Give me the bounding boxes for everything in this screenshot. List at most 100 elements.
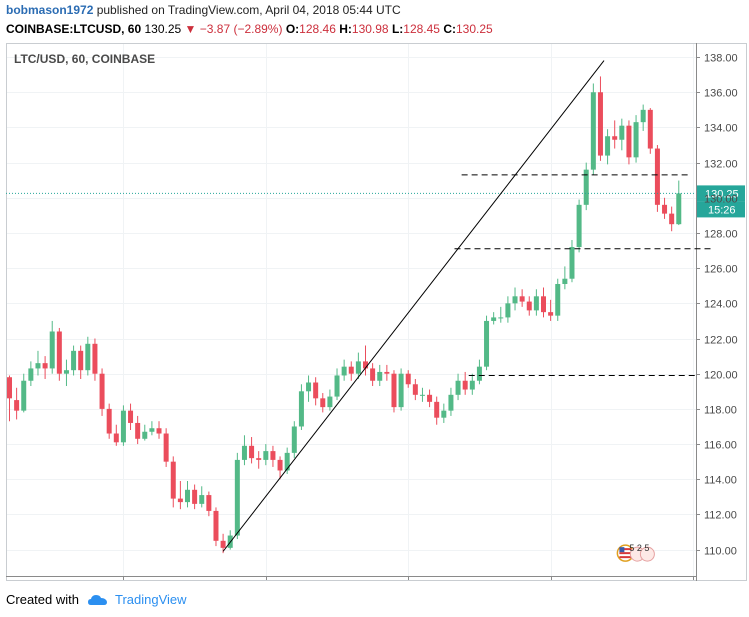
y-tick-label: 116.00 xyxy=(704,440,737,452)
candle-body xyxy=(28,368,34,381)
candle-body xyxy=(669,213,675,225)
candle-body xyxy=(562,278,568,284)
candle-body xyxy=(583,169,589,205)
y-tick-label: 114.00 xyxy=(704,475,737,487)
candle-body xyxy=(455,380,461,395)
candle-body xyxy=(92,343,98,374)
candle-body xyxy=(170,461,176,499)
price-label: 130.25 xyxy=(705,188,739,200)
candle-body xyxy=(640,109,646,123)
candle-body xyxy=(519,296,525,302)
candle-body xyxy=(206,495,212,511)
candle-body xyxy=(21,380,27,411)
candle-body xyxy=(469,380,475,390)
candle-body xyxy=(120,410,126,443)
y-tick-label: 120.00 xyxy=(704,370,738,382)
candle-body xyxy=(676,193,682,225)
candlestick-chart[interactable]: 130.25 15:26 5 2 5 110.00 112.00 114.00 116.0… xyxy=(6,43,747,592)
candle-body xyxy=(291,426,297,453)
candle-body xyxy=(498,317,504,319)
candle-body xyxy=(71,350,77,371)
symbol-label: COINBASE:LTCUSD, 60 xyxy=(6,22,142,36)
open-value: 128.46 xyxy=(299,22,336,36)
candle-body xyxy=(348,366,354,374)
us-flag-canton xyxy=(619,547,625,553)
candle-body xyxy=(185,489,190,503)
y-tick-label: 122.00 xyxy=(704,335,738,347)
candle-body xyxy=(156,428,162,434)
candle-body xyxy=(177,498,183,503)
countdown-box xyxy=(697,201,745,218)
candle-body xyxy=(605,136,611,156)
candle-body xyxy=(99,373,105,409)
open-label: O: xyxy=(285,22,300,36)
candle-body xyxy=(113,433,119,443)
x-tick-label: 2 xyxy=(263,580,269,581)
close-value: 130.25 xyxy=(455,22,493,36)
candle-body xyxy=(619,125,625,140)
candle-body xyxy=(341,366,347,376)
candle-body xyxy=(63,370,69,374)
low-label: L: xyxy=(391,22,404,36)
candle-body xyxy=(541,296,546,313)
candle-body xyxy=(526,301,532,311)
chart-title: LTC/USD, 60, COINBASE xyxy=(14,52,155,66)
candle-body xyxy=(647,109,653,149)
low-value: 128.45 xyxy=(403,22,440,36)
price-change: −3.87 (−2.89%) xyxy=(199,22,283,36)
candle-body xyxy=(313,382,319,399)
candle-body xyxy=(78,350,84,371)
high-value: 130.98 xyxy=(351,22,389,36)
candle-body xyxy=(377,371,383,381)
candle-body xyxy=(569,247,575,279)
candle-body xyxy=(548,312,554,316)
candle-body xyxy=(263,451,269,460)
candle-body xyxy=(327,396,333,408)
candle-body xyxy=(412,384,418,395)
candle-body xyxy=(49,331,55,369)
candle-body xyxy=(654,148,660,205)
candle-body xyxy=(14,400,20,411)
candle-body xyxy=(128,410,134,423)
candle-body xyxy=(441,410,447,418)
candle-body xyxy=(590,92,596,170)
candle-body xyxy=(476,366,482,381)
candle-body xyxy=(85,343,91,371)
candle-body xyxy=(491,317,497,321)
y-tick-label: 130.00 xyxy=(704,194,738,206)
candle-body xyxy=(576,204,582,248)
candle-body xyxy=(270,451,276,460)
chart-frame[interactable]: 130.25 15:26 5 2 5 110.00 112.00 114.00 116.0… xyxy=(6,43,747,592)
candle-body xyxy=(398,373,404,408)
us-flag-stripe xyxy=(619,548,632,551)
events-badge: 5 2 5 xyxy=(616,543,655,562)
tradingview-cloud-icon xyxy=(87,594,107,605)
candle-body xyxy=(505,303,511,318)
candles xyxy=(7,76,682,554)
candle-body xyxy=(363,361,368,369)
footer: Created with TradingView xyxy=(6,592,187,607)
candle-body xyxy=(626,125,632,158)
y-tick-label: 126.00 xyxy=(704,264,738,276)
close-label: C: xyxy=(443,22,456,36)
us-flag-stripe xyxy=(619,556,632,559)
candle-body xyxy=(391,373,397,408)
candle-body xyxy=(612,136,618,140)
y-tick-label: 110.00 xyxy=(704,546,737,558)
candle-body xyxy=(355,361,361,374)
published-text: published on TradingView.com, April 04, … xyxy=(93,3,401,17)
event-icon xyxy=(639,546,655,562)
tradingview-link[interactable]: TradingView xyxy=(114,592,187,607)
candle-body xyxy=(149,428,155,432)
candle-body xyxy=(277,459,283,471)
y-tick-label: 118.00 xyxy=(704,405,737,417)
chart-border xyxy=(6,43,747,581)
candle-body xyxy=(284,452,290,471)
price-label-box xyxy=(697,185,745,202)
candle-body xyxy=(213,510,219,541)
author-link[interactable]: bobmason1972 xyxy=(6,3,94,17)
candle-body xyxy=(241,445,247,460)
trendline xyxy=(222,60,605,552)
high-label: H: xyxy=(339,22,352,36)
y-tick-label: 128.00 xyxy=(704,229,738,241)
